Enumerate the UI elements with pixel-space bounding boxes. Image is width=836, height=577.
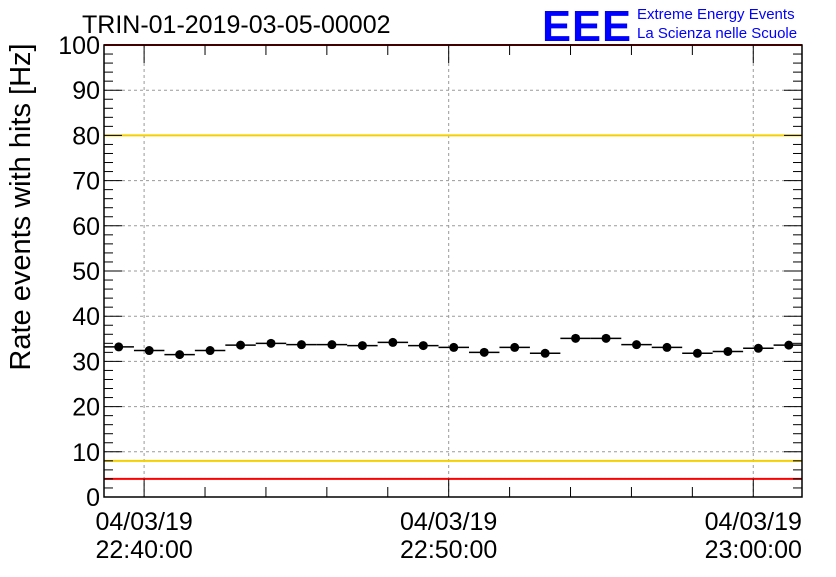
data-point bbox=[388, 337, 398, 347]
data-point bbox=[510, 342, 520, 352]
y-tick-label: 70 bbox=[72, 168, 100, 196]
data-point bbox=[784, 340, 794, 350]
x-tick-time-label: 23:00:00 bbox=[705, 536, 802, 564]
eee-logo-line2: La Scienza nelle Scuole bbox=[637, 25, 797, 42]
data-point bbox=[723, 346, 733, 356]
data-point bbox=[175, 350, 185, 360]
data-point bbox=[571, 333, 581, 343]
x-tick-date-label: 04/03/19 bbox=[705, 508, 802, 536]
y-tick-label: 0 bbox=[86, 484, 100, 512]
data-point bbox=[418, 341, 428, 351]
y-tick-label: 10 bbox=[72, 439, 100, 467]
data-point bbox=[601, 333, 611, 343]
data-point bbox=[540, 348, 550, 358]
y-tick-label: 50 bbox=[72, 258, 100, 286]
eee-logo-line1: Extreme Energy Events bbox=[637, 6, 795, 23]
eee-logo: EEE Extreme Energy Events La Scienza nel… bbox=[542, 2, 797, 51]
data-point bbox=[449, 342, 459, 352]
data-point bbox=[144, 346, 154, 356]
data-point bbox=[479, 347, 489, 357]
data-point bbox=[632, 340, 642, 350]
y-tick-label: 90 bbox=[72, 77, 100, 105]
eee-logo-mark: EEE bbox=[542, 2, 632, 51]
data-point bbox=[114, 342, 124, 352]
chart-title: TRIN-01-2019-03-05-00002 bbox=[82, 11, 391, 39]
y-tick-label: 30 bbox=[72, 348, 100, 376]
x-tick-date-label: 04/03/19 bbox=[400, 508, 497, 536]
data-point bbox=[692, 348, 702, 358]
x-tick-time-label: 22:40:00 bbox=[95, 536, 192, 564]
x-tick-time-label: 22:50:00 bbox=[400, 536, 497, 564]
y-axis-label: Rate events with hits [Hz] bbox=[5, 43, 37, 370]
y-tick-label: 80 bbox=[72, 122, 100, 150]
data-point bbox=[236, 340, 246, 350]
y-tick-label: 60 bbox=[72, 213, 100, 241]
data-point bbox=[327, 340, 337, 350]
points-layer bbox=[104, 333, 802, 360]
data-point bbox=[296, 340, 306, 350]
data-point bbox=[266, 338, 276, 348]
y-tick-label: 100 bbox=[58, 32, 100, 60]
data-point bbox=[662, 342, 672, 352]
axis-layer: 010203040506070809010004/03/1922:40:0004… bbox=[58, 32, 803, 564]
y-tick-label: 20 bbox=[72, 394, 100, 422]
data-point bbox=[205, 346, 215, 356]
y-tick-label: 40 bbox=[72, 303, 100, 331]
x-tick-date-label: 04/03/19 bbox=[95, 508, 192, 536]
data-point bbox=[357, 341, 367, 351]
data-point bbox=[753, 343, 763, 353]
